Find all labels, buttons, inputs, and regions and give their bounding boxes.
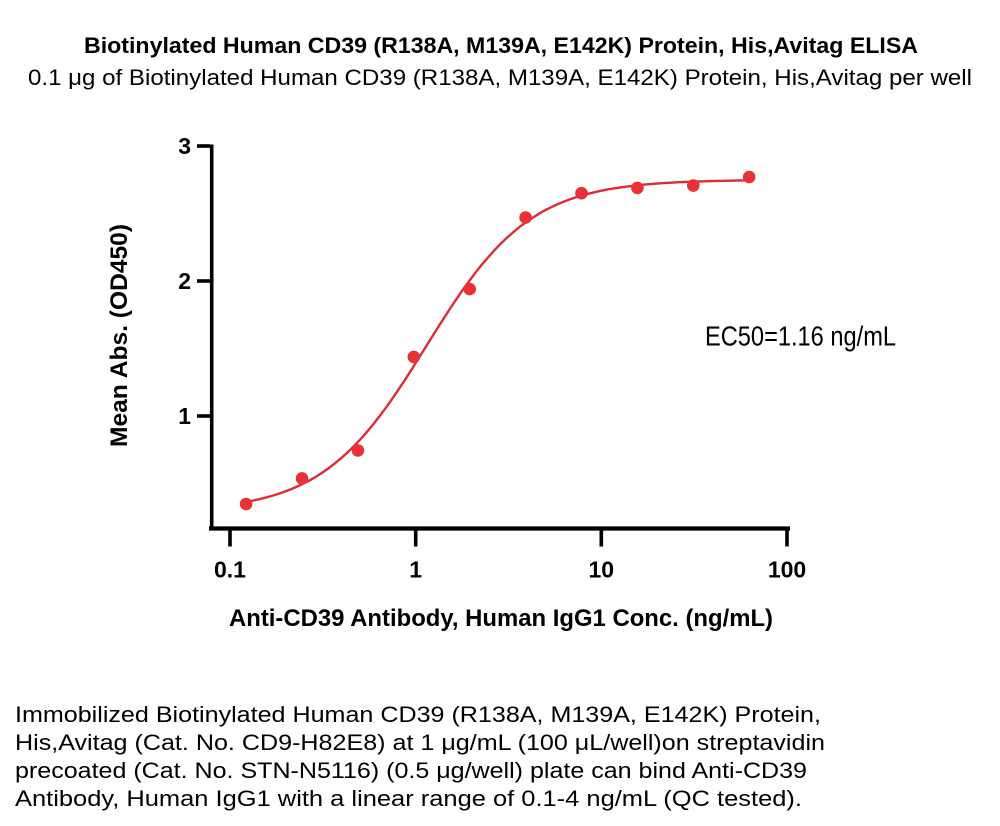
- svg-text:2: 2: [178, 268, 191, 294]
- svg-text:Immobilized Biotinylated Human: Immobilized Biotinylated Human CD39 (R13…: [15, 702, 821, 727]
- svg-text:Antibody, Human IgG1 with a li: Antibody, Human IgG1 with a linear range…: [15, 786, 802, 811]
- svg-text:precoated (Cat. No. STN-N5116): precoated (Cat. No. STN-N5116) (0.5 μg/w…: [15, 758, 807, 783]
- svg-text:EC50=1.16 ng/mL: EC50=1.16 ng/mL: [705, 321, 896, 352]
- svg-text:10: 10: [589, 557, 615, 583]
- svg-text:100: 100: [768, 557, 806, 583]
- svg-text:Biotinylated Human CD39 (R138A: Biotinylated Human CD39 (R138A, M139A, E…: [84, 33, 918, 58]
- svg-text:Anti-CD39 Antibody, Human IgG1: Anti-CD39 Antibody, Human IgG1 Conc. (ng…: [229, 605, 773, 632]
- svg-text:His,Avitag (Cat. No. CD9-H82E8: His,Avitag (Cat. No. CD9-H82E8) at 1 μg/…: [15, 730, 825, 755]
- svg-text:1: 1: [409, 557, 422, 583]
- svg-text:3: 3: [178, 133, 191, 159]
- svg-text:0.1 μg of Biotinylated Human C: 0.1 μg of Biotinylated Human CD39 (R138A…: [28, 65, 972, 90]
- svg-text:1: 1: [178, 403, 191, 429]
- svg-text:0.1: 0.1: [214, 557, 246, 583]
- svg-text:Mean Abs. (OD450): Mean Abs. (OD450): [106, 224, 133, 447]
